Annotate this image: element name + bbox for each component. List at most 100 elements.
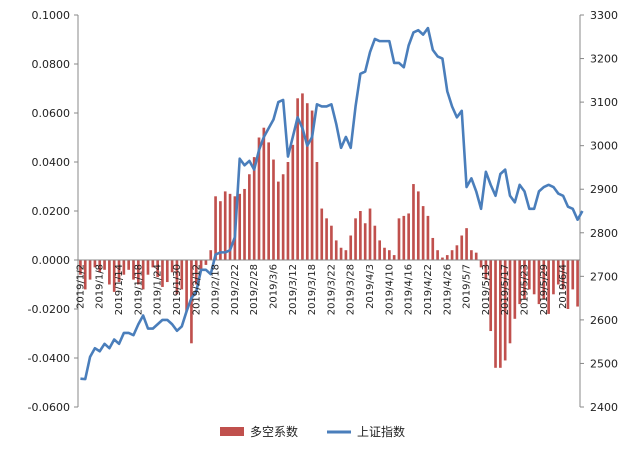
x-tick-label-23: 2019/5/23 bbox=[519, 264, 530, 315]
y-right-tick-label-0: 2400 bbox=[590, 401, 618, 414]
y-right-tick-label-5: 2900 bbox=[590, 183, 618, 196]
bars-layer bbox=[79, 93, 579, 368]
bar-12 bbox=[137, 260, 140, 285]
y-left-tick-label-3: 0.0000 bbox=[32, 254, 71, 267]
bar-19 bbox=[170, 260, 174, 273]
bar-93 bbox=[527, 260, 531, 290]
y-left-tick-label-4: 0.0200 bbox=[32, 205, 71, 218]
bar-10 bbox=[127, 260, 131, 270]
bar-94 bbox=[532, 260, 536, 295]
bar-56 bbox=[349, 235, 353, 260]
bar-31 bbox=[228, 193, 232, 260]
bar-21 bbox=[180, 260, 184, 290]
bar-65 bbox=[392, 255, 396, 260]
bar-52 bbox=[330, 225, 333, 260]
bar-38 bbox=[262, 127, 266, 260]
bar-60 bbox=[368, 208, 372, 260]
x-tick-label-4: 2019/1/24 bbox=[153, 264, 164, 315]
x-tick-label-24: 2019/5/29 bbox=[539, 264, 550, 315]
bar-30 bbox=[223, 191, 227, 260]
bar-77 bbox=[450, 250, 454, 260]
bar-51 bbox=[325, 218, 328, 260]
bar-96 bbox=[542, 260, 546, 300]
line-series-index bbox=[80, 26, 584, 381]
axes-layer: -0.0600 -0.0400 -0.0200 0.0000 0.0200 0.0400 0… bbox=[28, 9, 618, 414]
bar-9 bbox=[122, 260, 126, 275]
bar-91 bbox=[518, 260, 521, 305]
bar-4 bbox=[98, 260, 102, 273]
bar-61 bbox=[373, 225, 377, 260]
y-right-tick-label-4: 2800 bbox=[590, 227, 618, 240]
bar-89 bbox=[508, 260, 512, 344]
legend-label-line: 上证指数 bbox=[357, 424, 405, 439]
x-tick-label-5: 2019/1/30 bbox=[172, 264, 183, 315]
bar-68 bbox=[407, 213, 410, 260]
bar-67 bbox=[402, 215, 406, 260]
x-tick-label-12: 2019/3/18 bbox=[307, 264, 318, 315]
x-tick-label-15: 2019/4/3 bbox=[365, 264, 376, 309]
y-left-tick-label-8: 0.1000 bbox=[32, 9, 71, 22]
bar-63 bbox=[383, 247, 386, 260]
bar-86 bbox=[494, 260, 497, 368]
y-right-tick-label-1: 2500 bbox=[590, 357, 618, 370]
bar-66 bbox=[397, 218, 401, 260]
x-tick-label-10: 2019/3/6 bbox=[268, 264, 279, 309]
bar-28 bbox=[214, 196, 217, 260]
bar-90 bbox=[513, 260, 517, 319]
bar-82 bbox=[474, 252, 478, 260]
bar-0 bbox=[79, 260, 82, 275]
bar-79 bbox=[460, 235, 464, 260]
x-tick-label-14: 2019/3/28 bbox=[346, 264, 357, 315]
bar-20 bbox=[175, 260, 179, 295]
bar-13 bbox=[141, 260, 145, 290]
x-tick-label-1: 2019/1/8 bbox=[95, 264, 106, 309]
bar-100 bbox=[561, 260, 565, 290]
bar-44 bbox=[291, 144, 295, 260]
x-tick-label-0: 2019/1/2 bbox=[75, 264, 86, 309]
bar-48 bbox=[310, 110, 314, 260]
y-right-tick-label-9: 3300 bbox=[590, 9, 618, 22]
y-right-tick-label-3: 2700 bbox=[590, 270, 618, 283]
bar-62 bbox=[378, 240, 382, 260]
bar-39 bbox=[267, 142, 270, 260]
bar-3 bbox=[93, 260, 97, 268]
bar-72 bbox=[426, 215, 430, 260]
x-tick-labels: 2019/1/2 2019/1/8 2019/1/14 2019/1/18 2019/1… bbox=[75, 264, 569, 315]
bar-46 bbox=[301, 93, 304, 261]
bar-98 bbox=[552, 260, 555, 295]
x-tick-label-17: 2019/4/16 bbox=[404, 264, 415, 315]
legend-label-bars: 多空系数 bbox=[250, 424, 298, 439]
bar-59 bbox=[363, 223, 367, 260]
x-tick-label-8: 2019/2/22 bbox=[230, 264, 241, 315]
bar-26 bbox=[204, 260, 208, 265]
line-layer bbox=[80, 26, 584, 381]
x-tick-label-3: 2019/1/18 bbox=[133, 264, 144, 315]
bar-22 bbox=[185, 260, 188, 312]
bar-74 bbox=[436, 250, 439, 260]
y-left-tick-label-0: -0.0600 bbox=[28, 401, 70, 414]
bar-102 bbox=[571, 260, 575, 290]
x-tick-label-20: 2019/5/7 bbox=[462, 264, 473, 309]
bar-83 bbox=[479, 260, 483, 268]
y-left-tick-label-1: -0.0400 bbox=[28, 352, 70, 365]
bar-17 bbox=[161, 260, 164, 287]
bar-41 bbox=[276, 181, 280, 260]
x-tick-label-19: 2019/4/26 bbox=[442, 264, 453, 315]
bar-16 bbox=[156, 260, 159, 278]
bar-33 bbox=[238, 193, 242, 260]
bar-87 bbox=[499, 260, 502, 368]
x-tick-label-16: 2019/4/10 bbox=[384, 264, 395, 315]
bar-1 bbox=[83, 260, 87, 290]
x-tick-label-7: 2019/2/18 bbox=[211, 264, 222, 315]
legend-bar-swatch bbox=[220, 427, 244, 436]
bar-54 bbox=[339, 247, 343, 260]
bar-42 bbox=[281, 174, 285, 260]
bar-99 bbox=[556, 260, 560, 285]
bar-70 bbox=[416, 191, 420, 260]
bar-69 bbox=[412, 184, 415, 260]
x-tick-label-9: 2019/2/28 bbox=[249, 264, 260, 315]
bar-50 bbox=[320, 208, 324, 260]
y-left-tick-label-5: 0.0400 bbox=[32, 156, 71, 169]
